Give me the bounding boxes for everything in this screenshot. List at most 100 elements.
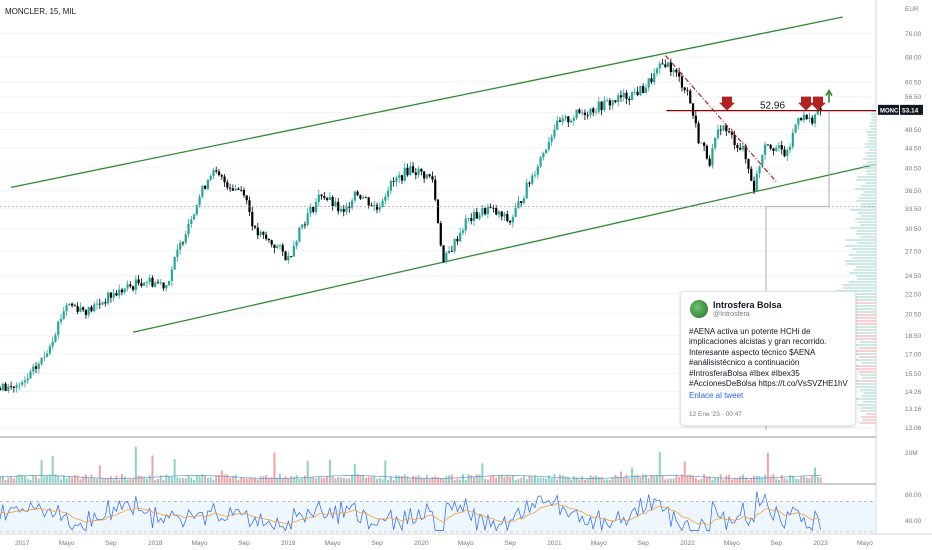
time-tick-label: Mayo bbox=[325, 540, 341, 547]
volume-bar bbox=[445, 476, 448, 483]
volume-bar bbox=[284, 476, 287, 483]
volume-profile-bar bbox=[865, 182, 876, 184]
grid bbox=[0, 0, 932, 535]
candle-body bbox=[492, 207, 495, 209]
candle-body bbox=[819, 108, 822, 111]
tweet-handle: @Introsfera bbox=[713, 311, 750, 318]
volume-bar bbox=[595, 475, 598, 483]
volume-bar bbox=[567, 476, 570, 483]
candle-body bbox=[270, 240, 273, 245]
candle-body bbox=[606, 100, 609, 102]
candle-body bbox=[118, 289, 121, 296]
volume-bar bbox=[195, 475, 198, 483]
candle-body bbox=[747, 159, 750, 169]
candle-body bbox=[259, 232, 262, 236]
volume-bar bbox=[714, 478, 717, 483]
volume-bar bbox=[7, 477, 10, 483]
candle-body bbox=[578, 109, 581, 114]
volume-bar bbox=[337, 477, 340, 483]
candle-body bbox=[583, 112, 587, 115]
time-tick-label: Mayo bbox=[458, 540, 474, 547]
candle-body bbox=[608, 100, 611, 106]
volume-profile-bar bbox=[859, 422, 876, 424]
volume-bar bbox=[373, 476, 376, 483]
candle-body bbox=[511, 217, 514, 223]
candle-body bbox=[800, 117, 803, 121]
candle-body bbox=[772, 148, 775, 151]
volume-bar bbox=[0, 476, 1, 483]
volume-profile-bar bbox=[848, 281, 876, 283]
volume-bar bbox=[705, 477, 708, 483]
candle-body bbox=[262, 232, 265, 235]
candle-body bbox=[708, 158, 711, 166]
volume-profile-bar bbox=[852, 248, 876, 250]
tweet-link[interactable]: Enlace al tweet bbox=[689, 391, 744, 400]
volume-bar bbox=[270, 477, 273, 483]
volume-bar bbox=[223, 474, 226, 483]
volume-profile-bar bbox=[863, 392, 876, 394]
price-tick-label: 76.00 bbox=[905, 31, 922, 38]
volume-profile-bar bbox=[835, 290, 876, 292]
candle-body bbox=[647, 78, 650, 88]
volume-bar bbox=[697, 479, 700, 483]
volume-profile-bar bbox=[856, 200, 876, 202]
volume-bar bbox=[459, 479, 462, 483]
volume-bar bbox=[104, 478, 107, 483]
candle-body bbox=[373, 205, 376, 207]
candle-body bbox=[558, 120, 562, 122]
volume-bar bbox=[536, 478, 539, 483]
volume-bar bbox=[631, 467, 634, 483]
volume-bar bbox=[51, 456, 54, 483]
candle-body bbox=[170, 269, 173, 282]
candle-body bbox=[364, 197, 368, 199]
candle-body bbox=[506, 214, 509, 221]
volume-bar bbox=[37, 478, 40, 483]
volume-bar bbox=[18, 474, 21, 483]
volume-bar bbox=[719, 474, 722, 483]
candle-body bbox=[140, 283, 143, 286]
volume-profile-bar bbox=[861, 185, 876, 187]
volume-profile-bar bbox=[854, 380, 876, 382]
volume-bar bbox=[57, 476, 60, 483]
candle-body bbox=[811, 117, 814, 124]
candle-body bbox=[15, 385, 18, 388]
volume-bar bbox=[606, 479, 609, 483]
volume-profile-bar bbox=[855, 218, 876, 220]
candle-body bbox=[395, 177, 398, 182]
volume-bar bbox=[65, 478, 68, 483]
volume-bar bbox=[478, 475, 481, 483]
volume-bar bbox=[650, 474, 653, 483]
downtrend-line bbox=[664, 55, 777, 183]
volume-bar bbox=[755, 475, 758, 483]
candle-body bbox=[653, 73, 656, 83]
volume-bar bbox=[728, 474, 731, 483]
volume-profile-bar bbox=[858, 371, 876, 373]
volume-profile-bar bbox=[856, 266, 876, 268]
time-tick-label: Sep bbox=[504, 540, 516, 547]
price-axis[interactable]: EUR 12.06 13.16 14.26 15.50 17.00 18.50 20.50 22… bbox=[878, 6, 923, 432]
price-tick-label: 17.00 bbox=[905, 351, 922, 358]
volume-bar bbox=[98, 465, 101, 483]
candle-body bbox=[82, 307, 85, 310]
volume-profile-bar bbox=[857, 176, 876, 178]
candle-body bbox=[353, 191, 356, 201]
candle-body bbox=[18, 384, 21, 386]
candle-body bbox=[589, 108, 592, 115]
volume-profile-bar bbox=[872, 116, 876, 118]
volume-profile-bar bbox=[849, 272, 876, 274]
volume-profile-bar bbox=[856, 179, 876, 181]
volume-bar bbox=[367, 476, 370, 483]
volume-profile-bar bbox=[841, 323, 876, 325]
time-axis[interactable]: 2017 Mayo Sep 2018 Mayo Sep 2019 Mayo Sep 2020 May… bbox=[15, 540, 873, 547]
volume-bar bbox=[392, 479, 395, 483]
volume-bar bbox=[517, 478, 520, 483]
volume-profile-bar bbox=[842, 284, 876, 286]
avatar bbox=[690, 300, 708, 318]
volume-profile-bar bbox=[850, 308, 876, 310]
volume-bar bbox=[703, 474, 706, 483]
candle-body bbox=[381, 200, 384, 208]
volume-bar bbox=[226, 474, 229, 483]
candle-body bbox=[730, 132, 733, 135]
volume-profile-bar bbox=[850, 383, 876, 385]
